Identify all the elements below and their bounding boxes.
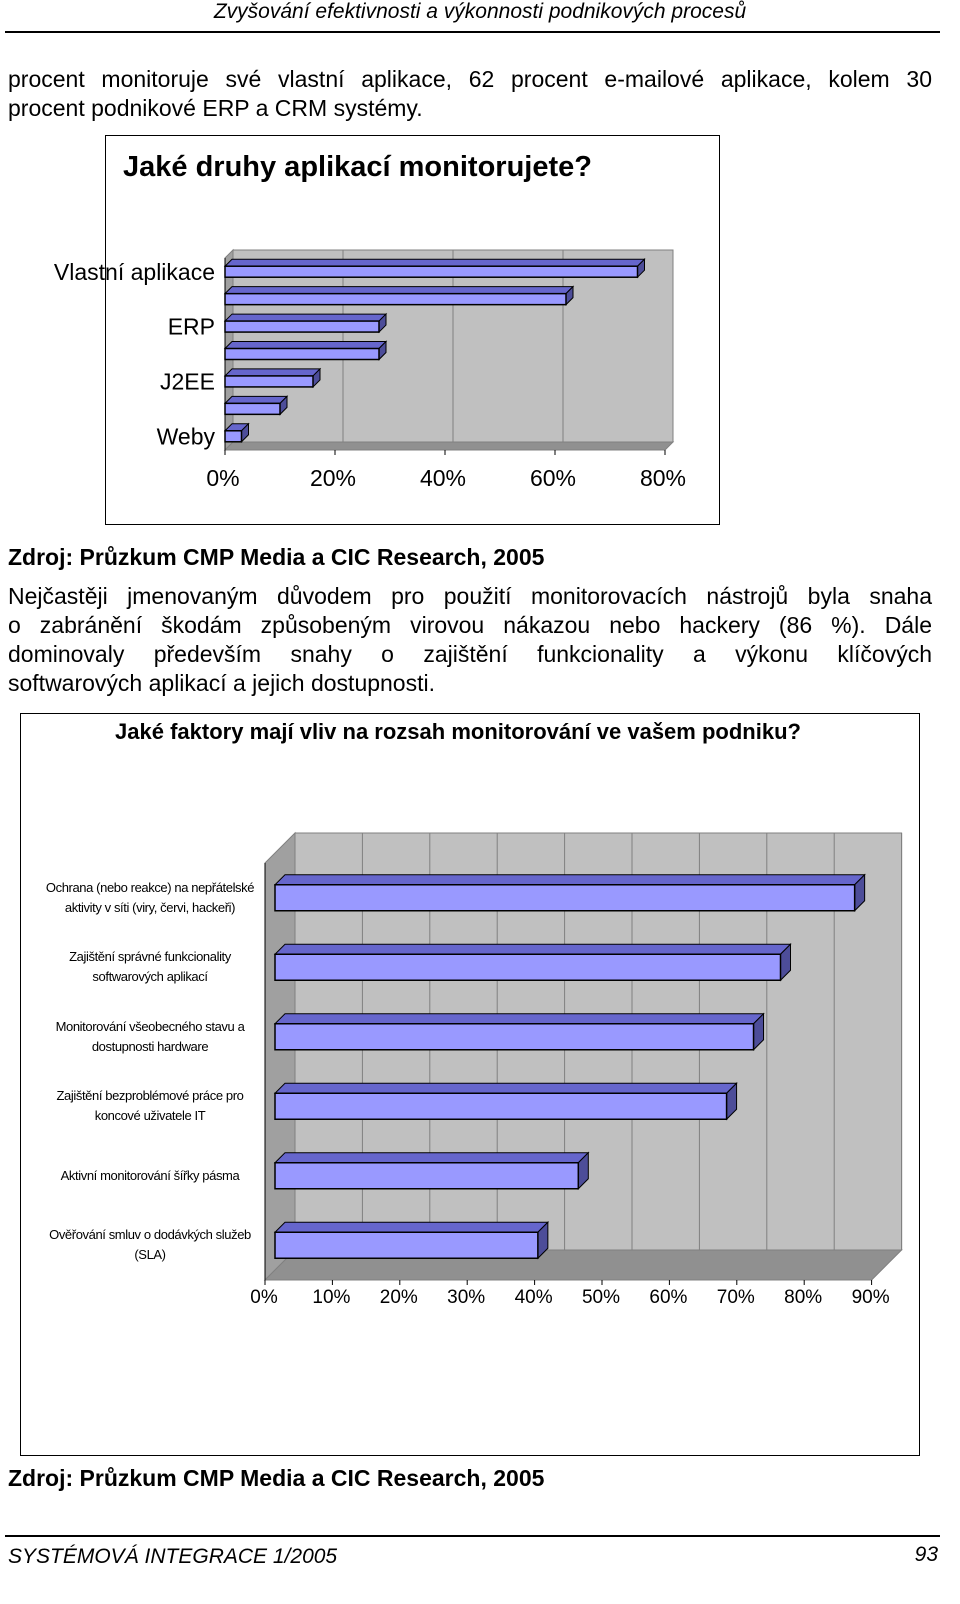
y-tick-label: Vlastní aplikace — [54, 259, 215, 285]
y-tick-label: Monitorování všeobecného stavu a dostupn… — [55, 1018, 245, 1054]
y-tick-label: Zajištění bezproblémové práce pro koncov… — [56, 1088, 244, 1124]
bar-top — [223, 258, 646, 267]
y-tick-label: Weby — [157, 423, 216, 449]
footer-rule — [5, 1535, 940, 1537]
y-tick-label: Ochrana (nebo reakce) na nepřátelské akt… — [45, 879, 255, 915]
x-tick-label: 30% — [447, 1287, 485, 1308]
bar — [224, 265, 639, 278]
floor — [223, 441, 675, 451]
bar-top — [273, 874, 866, 886]
x-tick-label: 70% — [717, 1287, 755, 1308]
y-tick-label: ERP — [168, 314, 215, 340]
x-tick-label: 60% — [530, 465, 576, 491]
chart-title: Jaké druhy aplikací monitorujete? — [123, 151, 592, 183]
page-number: 93 — [914, 1543, 938, 1566]
text-line: Nejčastěji jmenovaným důvodem pro použit… — [8, 583, 932, 609]
bar — [224, 292, 567, 306]
y-tick-label: Ověřování smluv o dodávkých služeb (SLA) — [49, 1227, 251, 1263]
bar-top — [273, 1152, 590, 1164]
x-tick-label: 80% — [784, 1287, 822, 1308]
bar-top — [273, 1221, 550, 1233]
bar — [274, 953, 782, 981]
text-line: dominovaly především snahy o zajištění f… — [8, 641, 932, 667]
bar-top — [223, 368, 322, 377]
footer-left: SYSTÉMOVÁ INTEGRACE 1/2005 — [8, 1545, 338, 1568]
text-line: procent monitoruje své vlastní aplikace,… — [8, 66, 932, 92]
x-tick-label: 10% — [312, 1287, 350, 1308]
x-tick-label: 50% — [582, 1287, 620, 1308]
bar-top — [223, 341, 388, 349]
source: Zdroj: Průzkum CMP Media a CIC Research,… — [8, 1465, 545, 1491]
bar-top — [273, 1082, 738, 1094]
bar — [224, 375, 314, 388]
x-tick-label: 20% — [310, 465, 356, 491]
x-tick-label: 40% — [420, 465, 466, 491]
y-tick-label: Zajištění správné funkcionality softwaro… — [69, 949, 231, 985]
chart-frame — [105, 135, 720, 525]
bar — [274, 1162, 580, 1190]
bar-top — [273, 1013, 765, 1025]
bar-top — [223, 395, 289, 404]
text-line: procent podnikové ERP a CRM systémy. — [8, 95, 423, 121]
bar-top — [223, 286, 575, 295]
x-tick-label: 60% — [649, 1287, 687, 1308]
bar-top — [223, 313, 388, 322]
y-tick-label: J2EE — [160, 369, 215, 395]
bar — [224, 320, 380, 333]
bar — [224, 402, 281, 416]
x-tick-label: 0% — [250, 1287, 278, 1308]
x-tick-label: 20% — [380, 1287, 418, 1308]
bar — [274, 884, 856, 912]
text-line: softwarových aplikací a jejich dostupnos… — [8, 670, 435, 696]
source: Zdroj: Průzkum CMP Media a CIC Research,… — [8, 544, 545, 570]
bar-top — [273, 943, 792, 955]
x-tick-label: 0% — [206, 465, 239, 491]
bar — [274, 1023, 755, 1051]
x-tick-label: 40% — [515, 1287, 553, 1308]
chart-frame — [20, 713, 920, 1456]
header-rule — [5, 31, 940, 33]
bar — [274, 1231, 539, 1259]
header-title: Zvyšování efektivnosti a výkonnosti podn… — [213, 0, 747, 23]
bar — [274, 1092, 728, 1120]
chart-title: Jaké faktory mají vliv na rozsah monitor… — [115, 719, 801, 744]
bar — [224, 430, 243, 443]
y-tick-label: Aktivní monitorování šířky pásma — [60, 1167, 240, 1183]
x-tick-label: 90% — [852, 1287, 890, 1308]
bar — [224, 347, 380, 361]
text-line: o zabránění škodám způsobeným virovou ná… — [8, 612, 932, 638]
x-tick-label: 80% — [640, 465, 686, 491]
